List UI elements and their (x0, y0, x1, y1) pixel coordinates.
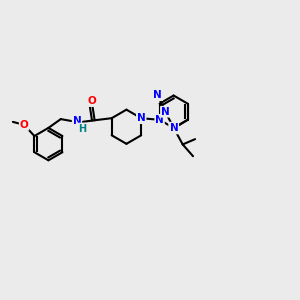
Text: N: N (155, 115, 164, 125)
Text: N: N (169, 124, 178, 134)
Text: N: N (153, 90, 162, 100)
Text: N: N (73, 116, 81, 126)
Text: N: N (161, 107, 170, 117)
Text: N: N (169, 123, 178, 133)
Text: H: H (78, 124, 86, 134)
Text: O: O (20, 120, 28, 130)
Text: O: O (88, 96, 97, 106)
Text: N: N (137, 113, 146, 123)
